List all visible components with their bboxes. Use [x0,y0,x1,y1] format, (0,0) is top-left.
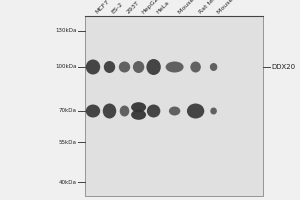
Ellipse shape [210,63,217,71]
Ellipse shape [166,62,184,72]
Ellipse shape [146,59,161,75]
Ellipse shape [147,104,160,117]
Ellipse shape [187,104,204,118]
Text: Mouse spleen: Mouse spleen [177,0,211,15]
Ellipse shape [86,104,100,117]
Ellipse shape [133,61,144,73]
Text: Mouse ovary: Mouse ovary [216,0,248,15]
Ellipse shape [86,60,100,74]
Ellipse shape [104,61,115,73]
Text: 100kDa: 100kDa [55,64,76,70]
Ellipse shape [131,102,146,112]
Text: 130kDa: 130kDa [55,28,76,33]
Text: 40kDa: 40kDa [58,180,76,184]
Text: HeLa: HeLa [156,0,171,15]
Ellipse shape [120,106,129,116]
Ellipse shape [210,108,217,114]
FancyBboxPatch shape [85,16,262,196]
Ellipse shape [103,104,116,118]
Text: DDX20: DDX20 [272,64,296,70]
Text: 55kDa: 55kDa [58,140,76,144]
Text: Rat testis: Rat testis [198,0,223,15]
Text: ES-2: ES-2 [111,2,124,15]
Ellipse shape [169,106,180,116]
Ellipse shape [190,62,201,72]
Ellipse shape [119,62,130,72]
Ellipse shape [131,110,146,120]
Text: 293T: 293T [126,0,141,15]
Text: MCF7: MCF7 [94,0,110,15]
Text: 70kDa: 70kDa [58,108,76,114]
Text: HepG2: HepG2 [141,0,160,15]
